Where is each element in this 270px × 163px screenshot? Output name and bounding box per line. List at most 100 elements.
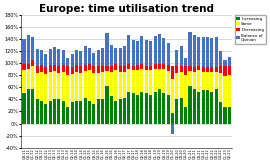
Bar	[106, 66, 109, 71]
Bar	[22, 93, 26, 124]
Bar	[22, 39, 26, 64]
Bar	[167, 65, 170, 71]
Bar	[184, 107, 187, 124]
Bar	[219, 66, 222, 74]
Bar	[31, 66, 34, 89]
Bar	[31, 89, 34, 124]
Bar	[180, 72, 183, 98]
Bar	[53, 71, 56, 99]
Bar	[53, 47, 56, 65]
Bar	[206, 37, 209, 67]
Bar	[84, 46, 87, 65]
Bar	[44, 54, 47, 67]
Bar	[140, 92, 143, 124]
Bar	[162, 64, 165, 69]
Bar	[27, 69, 30, 89]
Bar	[136, 65, 139, 70]
Bar	[215, 37, 218, 67]
Bar	[206, 67, 209, 72]
Bar	[75, 72, 78, 101]
Bar	[88, 48, 91, 64]
Bar	[88, 64, 91, 70]
Bar	[210, 67, 213, 72]
Bar	[136, 95, 139, 124]
Bar	[53, 99, 56, 124]
Bar	[180, 98, 183, 124]
Bar	[228, 66, 231, 75]
Bar	[180, 66, 183, 72]
Bar	[119, 48, 122, 66]
Legend: Increasing, Same, Decreasing, Balance of
Opinion: Increasing, Same, Decreasing, Balance of…	[235, 15, 266, 44]
Bar	[110, 66, 113, 72]
Bar	[224, 66, 227, 76]
Bar	[188, 32, 191, 66]
Bar	[62, 65, 65, 72]
Bar	[101, 66, 104, 72]
Bar	[123, 46, 126, 66]
Bar	[36, 99, 39, 124]
Bar	[110, 45, 113, 66]
Bar	[127, 69, 130, 92]
Bar	[49, 101, 52, 124]
Bar	[106, 33, 109, 66]
Bar	[132, 66, 135, 70]
Bar	[88, 101, 91, 124]
Bar	[184, 75, 187, 107]
Bar	[202, 67, 205, 72]
Bar	[206, 72, 209, 90]
Bar	[110, 72, 113, 96]
Bar	[58, 49, 60, 66]
Bar	[193, 89, 196, 124]
Bar	[58, 74, 60, 99]
Bar	[106, 71, 109, 86]
Bar	[193, 72, 196, 89]
Bar	[40, 72, 43, 101]
Bar	[210, 92, 213, 124]
Bar	[123, 66, 126, 72]
Bar	[106, 86, 109, 124]
Bar	[180, 46, 183, 66]
Bar	[79, 51, 82, 66]
Bar	[36, 74, 39, 99]
Bar	[119, 72, 122, 99]
Bar	[140, 64, 143, 69]
Bar	[171, 66, 174, 80]
Bar	[136, 41, 139, 65]
Bar	[27, 89, 30, 124]
Bar	[140, 69, 143, 92]
Bar	[132, 93, 135, 124]
Bar	[145, 93, 148, 124]
Bar	[228, 75, 231, 107]
Bar	[210, 72, 213, 92]
Bar	[49, 49, 52, 65]
Bar	[31, 60, 34, 66]
Bar	[162, 38, 165, 64]
Bar	[188, 71, 191, 86]
Bar	[184, 66, 187, 75]
Bar	[84, 98, 87, 124]
Bar	[202, 90, 205, 124]
Bar	[188, 86, 191, 124]
Bar	[101, 99, 104, 124]
Bar	[70, 54, 74, 67]
Bar	[132, 40, 135, 66]
Bar	[36, 66, 39, 74]
Bar	[40, 101, 43, 124]
Bar	[145, 70, 148, 93]
Bar	[110, 96, 113, 124]
Bar	[92, 74, 95, 104]
Bar	[62, 50, 65, 65]
Bar	[70, 102, 74, 124]
Bar	[62, 101, 65, 124]
Bar	[27, 64, 30, 69]
Bar	[167, 43, 170, 65]
Bar	[171, 80, 174, 113]
Bar	[44, 74, 47, 104]
Bar	[149, 95, 152, 124]
Bar	[158, 69, 161, 89]
Bar	[206, 90, 209, 124]
Bar	[114, 70, 117, 101]
Bar	[140, 36, 143, 64]
Bar	[215, 72, 218, 89]
Bar	[210, 38, 213, 67]
